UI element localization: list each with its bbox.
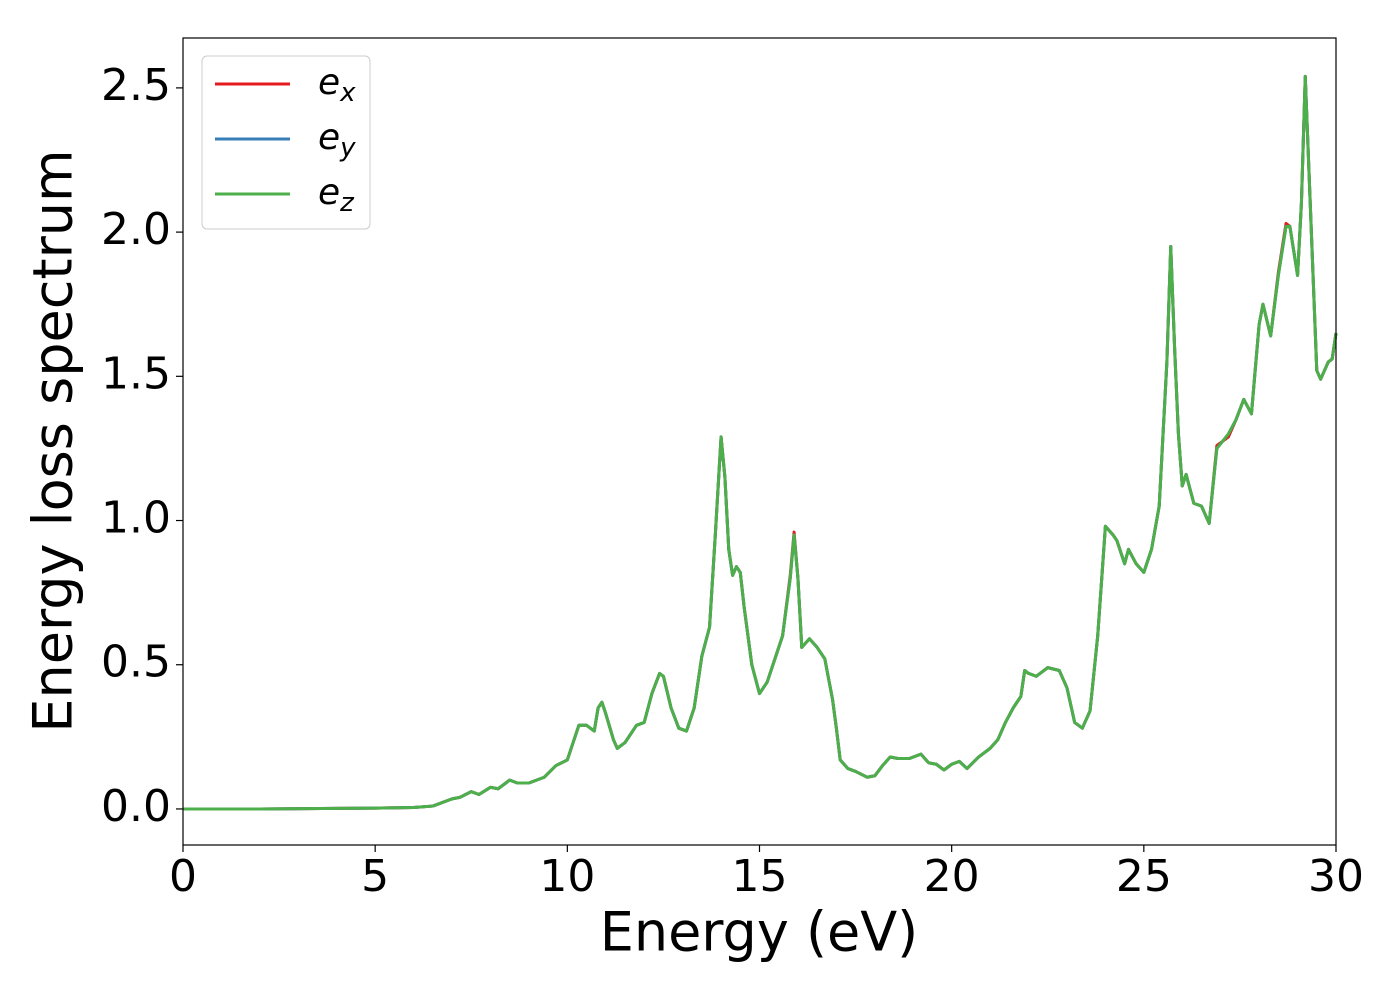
x-tick-label: 15 — [732, 851, 788, 902]
x-axis-label: Energy (eV) — [600, 901, 919, 964]
x-tick-label: 0 — [169, 851, 197, 902]
y-tick-label: 1.5 — [101, 348, 171, 399]
x-tick-label: 20 — [924, 851, 980, 902]
x-tick-label: 30 — [1308, 851, 1364, 902]
y-tick-label: 1.0 — [101, 493, 171, 544]
x-tick-label: 25 — [1116, 851, 1172, 902]
legend-label: ey — [318, 117, 356, 163]
legend-label: ez — [318, 172, 355, 218]
y-tick-label: 2.5 — [101, 60, 171, 111]
x-tick-label: 10 — [539, 851, 595, 902]
y-tick-label: 0.5 — [101, 637, 171, 688]
legend-label: ex — [318, 62, 356, 108]
plot-frame — [182, 37, 1337, 846]
y-axis-label: Energy loss spectrum — [22, 149, 85, 732]
legend-box — [201, 55, 371, 230]
y-tick-label: 0.0 — [101, 781, 171, 832]
series-line — [183, 74, 1338, 811]
y-tick-label: 2.0 — [101, 204, 171, 255]
x-tick-label: 5 — [361, 851, 389, 902]
